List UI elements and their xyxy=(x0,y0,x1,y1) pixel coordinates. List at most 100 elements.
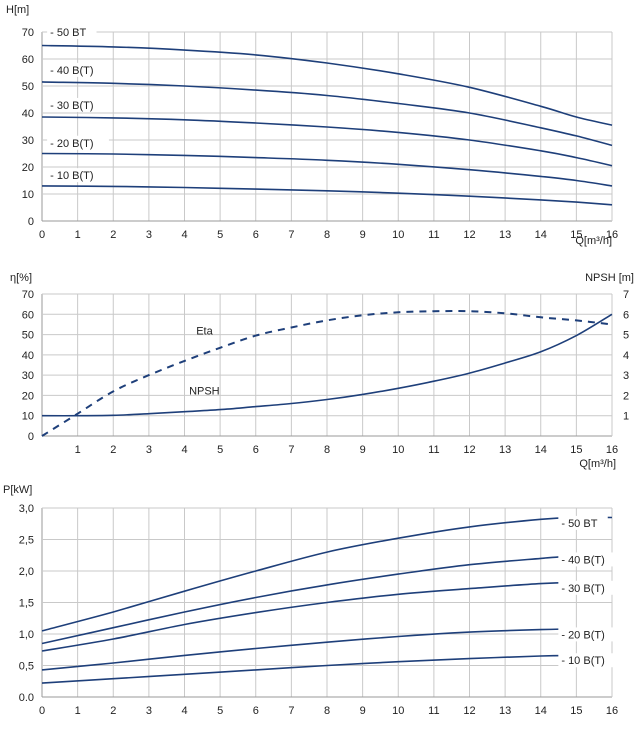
x-tick-label: 0 xyxy=(39,705,45,717)
series-label: - 20 B(T) xyxy=(50,138,93,150)
x-tick-label: 6 xyxy=(253,444,259,456)
y-right-tick-label: 3 xyxy=(623,370,629,382)
series-label: - 40 B(T) xyxy=(561,554,604,566)
x-tick-label: 16 xyxy=(606,705,618,717)
y-right-axis-title: NPSH [m] xyxy=(585,272,634,284)
series-label-bg xyxy=(47,135,109,150)
x-tick-label: 0 xyxy=(39,229,45,241)
y-tick-label: 20 xyxy=(22,390,34,402)
y-tick-label: 3,0 xyxy=(19,503,34,515)
series-label: Eta xyxy=(196,326,213,338)
y-right-tick-label: 4 xyxy=(623,350,629,362)
series-line--20-b-t- xyxy=(41,628,613,671)
y-tick-label: 0 xyxy=(28,431,34,443)
y-tick-label: 0,5 xyxy=(19,661,34,673)
y-tick-label: 70 xyxy=(22,27,34,39)
x-tick-label: 4 xyxy=(181,444,187,456)
x-tick-label: 2 xyxy=(110,705,116,717)
x-tick-label: 15 xyxy=(570,444,582,456)
x-tick-label: 14 xyxy=(535,444,547,456)
series-label: - 50 BT xyxy=(561,518,597,530)
x-tick-label: 14 xyxy=(535,705,547,717)
x-tick-label: 13 xyxy=(499,705,511,717)
x-tick-label: 7 xyxy=(288,229,294,241)
x-tick-label: 14 xyxy=(535,229,547,241)
x-tick-label: 3 xyxy=(146,444,152,456)
x-tick-label: 16 xyxy=(606,444,618,456)
x-tick-label: 6 xyxy=(253,229,259,241)
x-tick-label: 16 xyxy=(606,229,618,241)
y-tick-label: 50 xyxy=(22,81,34,93)
series-label-bg xyxy=(47,168,109,183)
series-line--40-b-t- xyxy=(41,554,613,645)
x-tick-label: 11 xyxy=(428,229,439,241)
y-tick-label: 10 xyxy=(22,411,34,423)
x-tick-label: 4 xyxy=(181,229,187,241)
series-line--10-b-t- xyxy=(41,185,613,206)
series-line--40-b-t- xyxy=(41,81,613,147)
y-tick-label: 60 xyxy=(22,54,34,66)
series-label: - 30 B(T) xyxy=(50,100,93,112)
y-tick-label: 2,0 xyxy=(19,566,34,578)
chart-panel-eff: 1 2 3 4 5 6 7 8 9 10 11 12 13 14 15 1601020304050607012… xyxy=(10,272,634,470)
series-label: - 40 B(T) xyxy=(50,65,93,77)
series-line--50-bt xyxy=(41,44,613,126)
y-tick-label: 1,0 xyxy=(19,629,34,641)
y-tick-label: 40 xyxy=(22,350,34,362)
y-tick-label: 70 xyxy=(22,289,34,301)
x-tick-label: 5 xyxy=(217,229,223,241)
y-tick-label: 0 xyxy=(28,216,34,228)
y-axis-title: P[kW] xyxy=(3,484,32,496)
y-tick-label: 60 xyxy=(22,309,34,321)
chart-panel-head: 0 1 2 3 4 5 6 7 8 9 10 11 12 13 14 15 16010203040506070H… xyxy=(6,4,618,247)
series-label-bg xyxy=(558,552,621,567)
series-line--20-b-t- xyxy=(41,152,613,187)
x-tick-label: 13 xyxy=(499,444,511,456)
x-tick-label: 7 xyxy=(288,444,294,456)
series-label: - 10 B(T) xyxy=(50,170,93,182)
x-tick-label: 12 xyxy=(463,229,475,241)
x-tick-label: 2 xyxy=(110,229,116,241)
x-tick-label: 3 xyxy=(146,229,152,241)
y-tick-label: 2,5 xyxy=(19,535,34,547)
x-tick-label: 13 xyxy=(499,229,511,241)
series-label-bg xyxy=(558,580,621,595)
x-tick-label: 3 xyxy=(146,705,152,717)
chart-panel-power: 0 1 2 3 4 5 6 7 8 9 10 11 12 13 14 15 160.00,51,01,52,02… xyxy=(3,484,621,717)
x-tick-label: 11 xyxy=(428,705,439,717)
y-right-tick-label: 5 xyxy=(623,330,629,342)
series-label: - 30 B(T) xyxy=(561,583,604,595)
x-tick-label: 5 xyxy=(217,705,223,717)
x-tick-label: 1 xyxy=(75,229,81,241)
y-right-tick-label: 6 xyxy=(623,309,629,321)
x-tick-label: 12 xyxy=(463,444,475,456)
x-axis-title: Q[m³/h] xyxy=(579,458,616,470)
x-tick-label: 6 xyxy=(253,705,259,717)
x-tick-label: 1 xyxy=(75,444,81,456)
x-tick-label: 10 xyxy=(392,444,404,456)
x-tick-label: 9 xyxy=(360,229,366,241)
x-tick-label: 10 xyxy=(392,229,404,241)
x-tick-label: 4 xyxy=(181,705,187,717)
x-tick-label: 9 xyxy=(360,444,366,456)
series-line--30-b-t- xyxy=(41,581,613,652)
series-label: - 20 B(T) xyxy=(561,629,604,641)
x-axis-title: Q[m³/h] xyxy=(575,235,612,247)
x-tick-label: 11 xyxy=(428,444,439,456)
series-label: NPSH xyxy=(189,385,220,397)
y-tick-label: 30 xyxy=(22,370,34,382)
series-label: - 10 B(T) xyxy=(561,655,604,667)
series-label-bg xyxy=(47,25,97,40)
y-tick-label: 1,5 xyxy=(19,598,34,610)
x-tick-label: 7 xyxy=(288,705,294,717)
y-tick-label: 30 xyxy=(22,135,34,147)
series-line-eta xyxy=(41,310,613,437)
series-label: - 50 BT xyxy=(50,27,86,39)
x-tick-label: 8 xyxy=(324,444,330,456)
y-right-tick-label: 7 xyxy=(623,289,629,301)
x-tick-label: 1 xyxy=(75,705,81,717)
series-line--10-b-t- xyxy=(41,654,613,684)
x-tick-label: 15 xyxy=(570,705,582,717)
x-tick-label: 8 xyxy=(324,705,330,717)
y-tick-label: 50 xyxy=(22,330,34,342)
